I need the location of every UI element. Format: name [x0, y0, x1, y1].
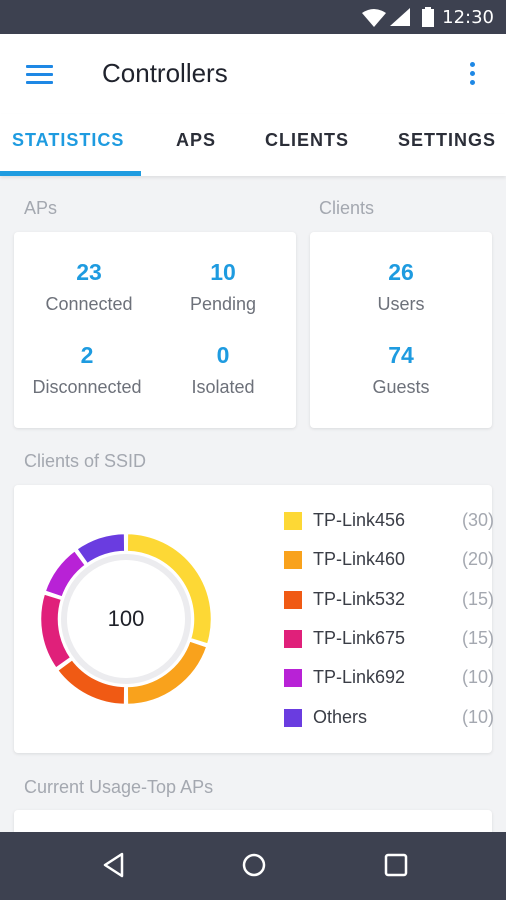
- donut-segment[interactable]: [38, 591, 74, 671]
- legend-count: (15): [461, 628, 494, 648]
- legend-swatch: [284, 709, 302, 727]
- aps-disconnected-value: 2: [80, 342, 94, 368]
- legend-name: TP-Link456: [313, 510, 406, 530]
- wifi-icon: [362, 9, 386, 27]
- legend-swatch: [284, 630, 302, 648]
- donut-segment[interactable]: [42, 548, 88, 600]
- legend-swatch: [284, 591, 302, 609]
- system-nav-bar: [0, 832, 506, 900]
- aps-isolated-label: Isolated: [191, 377, 255, 397]
- clients-guests-value: 74: [388, 342, 414, 368]
- legend-item[interactable]: TP-Link675 (15): [284, 627, 494, 651]
- legend-name: TP-Link675: [313, 628, 406, 648]
- donut-segment[interactable]: [55, 657, 127, 707]
- ssid-section-label: Clients of SSID: [24, 451, 147, 471]
- aps-pending-value: 10: [210, 259, 236, 285]
- aps-connected-label: Connected: [45, 294, 133, 314]
- donut-center-total: 100: [108, 606, 145, 631]
- home-icon[interactable]: [240, 850, 268, 880]
- clients-guests-label: Guests: [372, 377, 430, 397]
- aps-disconnected-label: Disconnected: [32, 377, 142, 397]
- legend-item[interactable]: TP-Link692 (10): [284, 666, 494, 690]
- battery-icon: [422, 7, 434, 27]
- donut-inner-ring: [61, 554, 191, 684]
- legend-count: (10): [461, 707, 494, 727]
- aps-connected-value: 23: [76, 259, 102, 285]
- status-time: 12:30: [442, 7, 494, 28]
- legend-count: (30): [461, 510, 494, 530]
- signal-icon: [390, 8, 410, 26]
- clients-users-value: 26: [388, 259, 414, 285]
- tab-statistics[interactable]: STATISTICS: [12, 130, 125, 150]
- status-bar: 12:30: [0, 0, 506, 34]
- legend-item[interactable]: TP-Link532 (15): [284, 588, 494, 612]
- donut-segment[interactable]: [125, 638, 210, 707]
- clients-card: 26 Users 74 Guests: [310, 232, 492, 428]
- legend-item[interactable]: TP-Link456 (30): [284, 509, 494, 533]
- clients-section-label: Clients: [319, 198, 375, 218]
- clients-users-label: Users: [377, 294, 425, 314]
- legend-swatch: [284, 551, 302, 569]
- aps-isolated-stat[interactable]: 0 Isolated: [148, 342, 298, 398]
- aps-isolated-value: 0: [216, 342, 230, 368]
- ssid-donut-chart[interactable]: 100: [26, 519, 226, 719]
- donut-segment[interactable]: [125, 531, 214, 647]
- clients-users-stat[interactable]: 26 Users: [326, 259, 476, 315]
- aps-pending-stat[interactable]: 10 Pending: [148, 259, 298, 315]
- tab-settings[interactable]: SETTINGS: [398, 130, 497, 150]
- more-options-icon[interactable]: [464, 62, 480, 88]
- legend-name: TP-Link692: [313, 667, 406, 687]
- aps-pending-label: Pending: [189, 294, 257, 314]
- legend-name: Others: [313, 707, 368, 727]
- legend-name: TP-Link532: [313, 589, 406, 609]
- legend-swatch: [284, 669, 302, 687]
- recents-icon[interactable]: [382, 850, 410, 880]
- ssid-card: 100 TP-Link456 (30) TP-Link460 (20) TP-L…: [14, 485, 494, 753]
- clients-guests-stat[interactable]: 74 Guests: [326, 342, 476, 398]
- legend-swatch: [284, 512, 302, 530]
- tab-clients[interactable]: CLIENTS: [265, 130, 350, 150]
- tab-aps[interactable]: APS: [176, 130, 217, 150]
- aps-card: 23 Connected 10 Pending 2 Disconnected 0…: [14, 232, 296, 428]
- active-tab-indicator: [0, 171, 141, 176]
- legend-name: TP-Link460: [313, 549, 406, 569]
- tab-bar: STATISTICS APS CLIENTS SETTINGS: [0, 114, 506, 176]
- legend-count: (20): [461, 549, 494, 569]
- app-bar: Controllers: [0, 34, 506, 114]
- aps-disconnected-stat[interactable]: 2 Disconnected: [12, 342, 162, 398]
- legend-item[interactable]: Others (10): [284, 706, 494, 730]
- aps-connected-stat[interactable]: 23 Connected: [14, 259, 164, 315]
- legend-count: (10): [461, 667, 494, 687]
- usage-section-label: Current Usage-Top APs: [24, 777, 214, 797]
- back-icon[interactable]: [100, 850, 128, 880]
- legend-count: (15): [461, 589, 494, 609]
- donut-segment[interactable]: [74, 531, 127, 567]
- page-title: Controllers: [102, 58, 228, 88]
- hamburger-menu-icon[interactable]: [26, 65, 54, 85]
- aps-section-label: APs: [24, 198, 58, 218]
- legend-item[interactable]: TP-Link460 (20): [284, 548, 494, 572]
